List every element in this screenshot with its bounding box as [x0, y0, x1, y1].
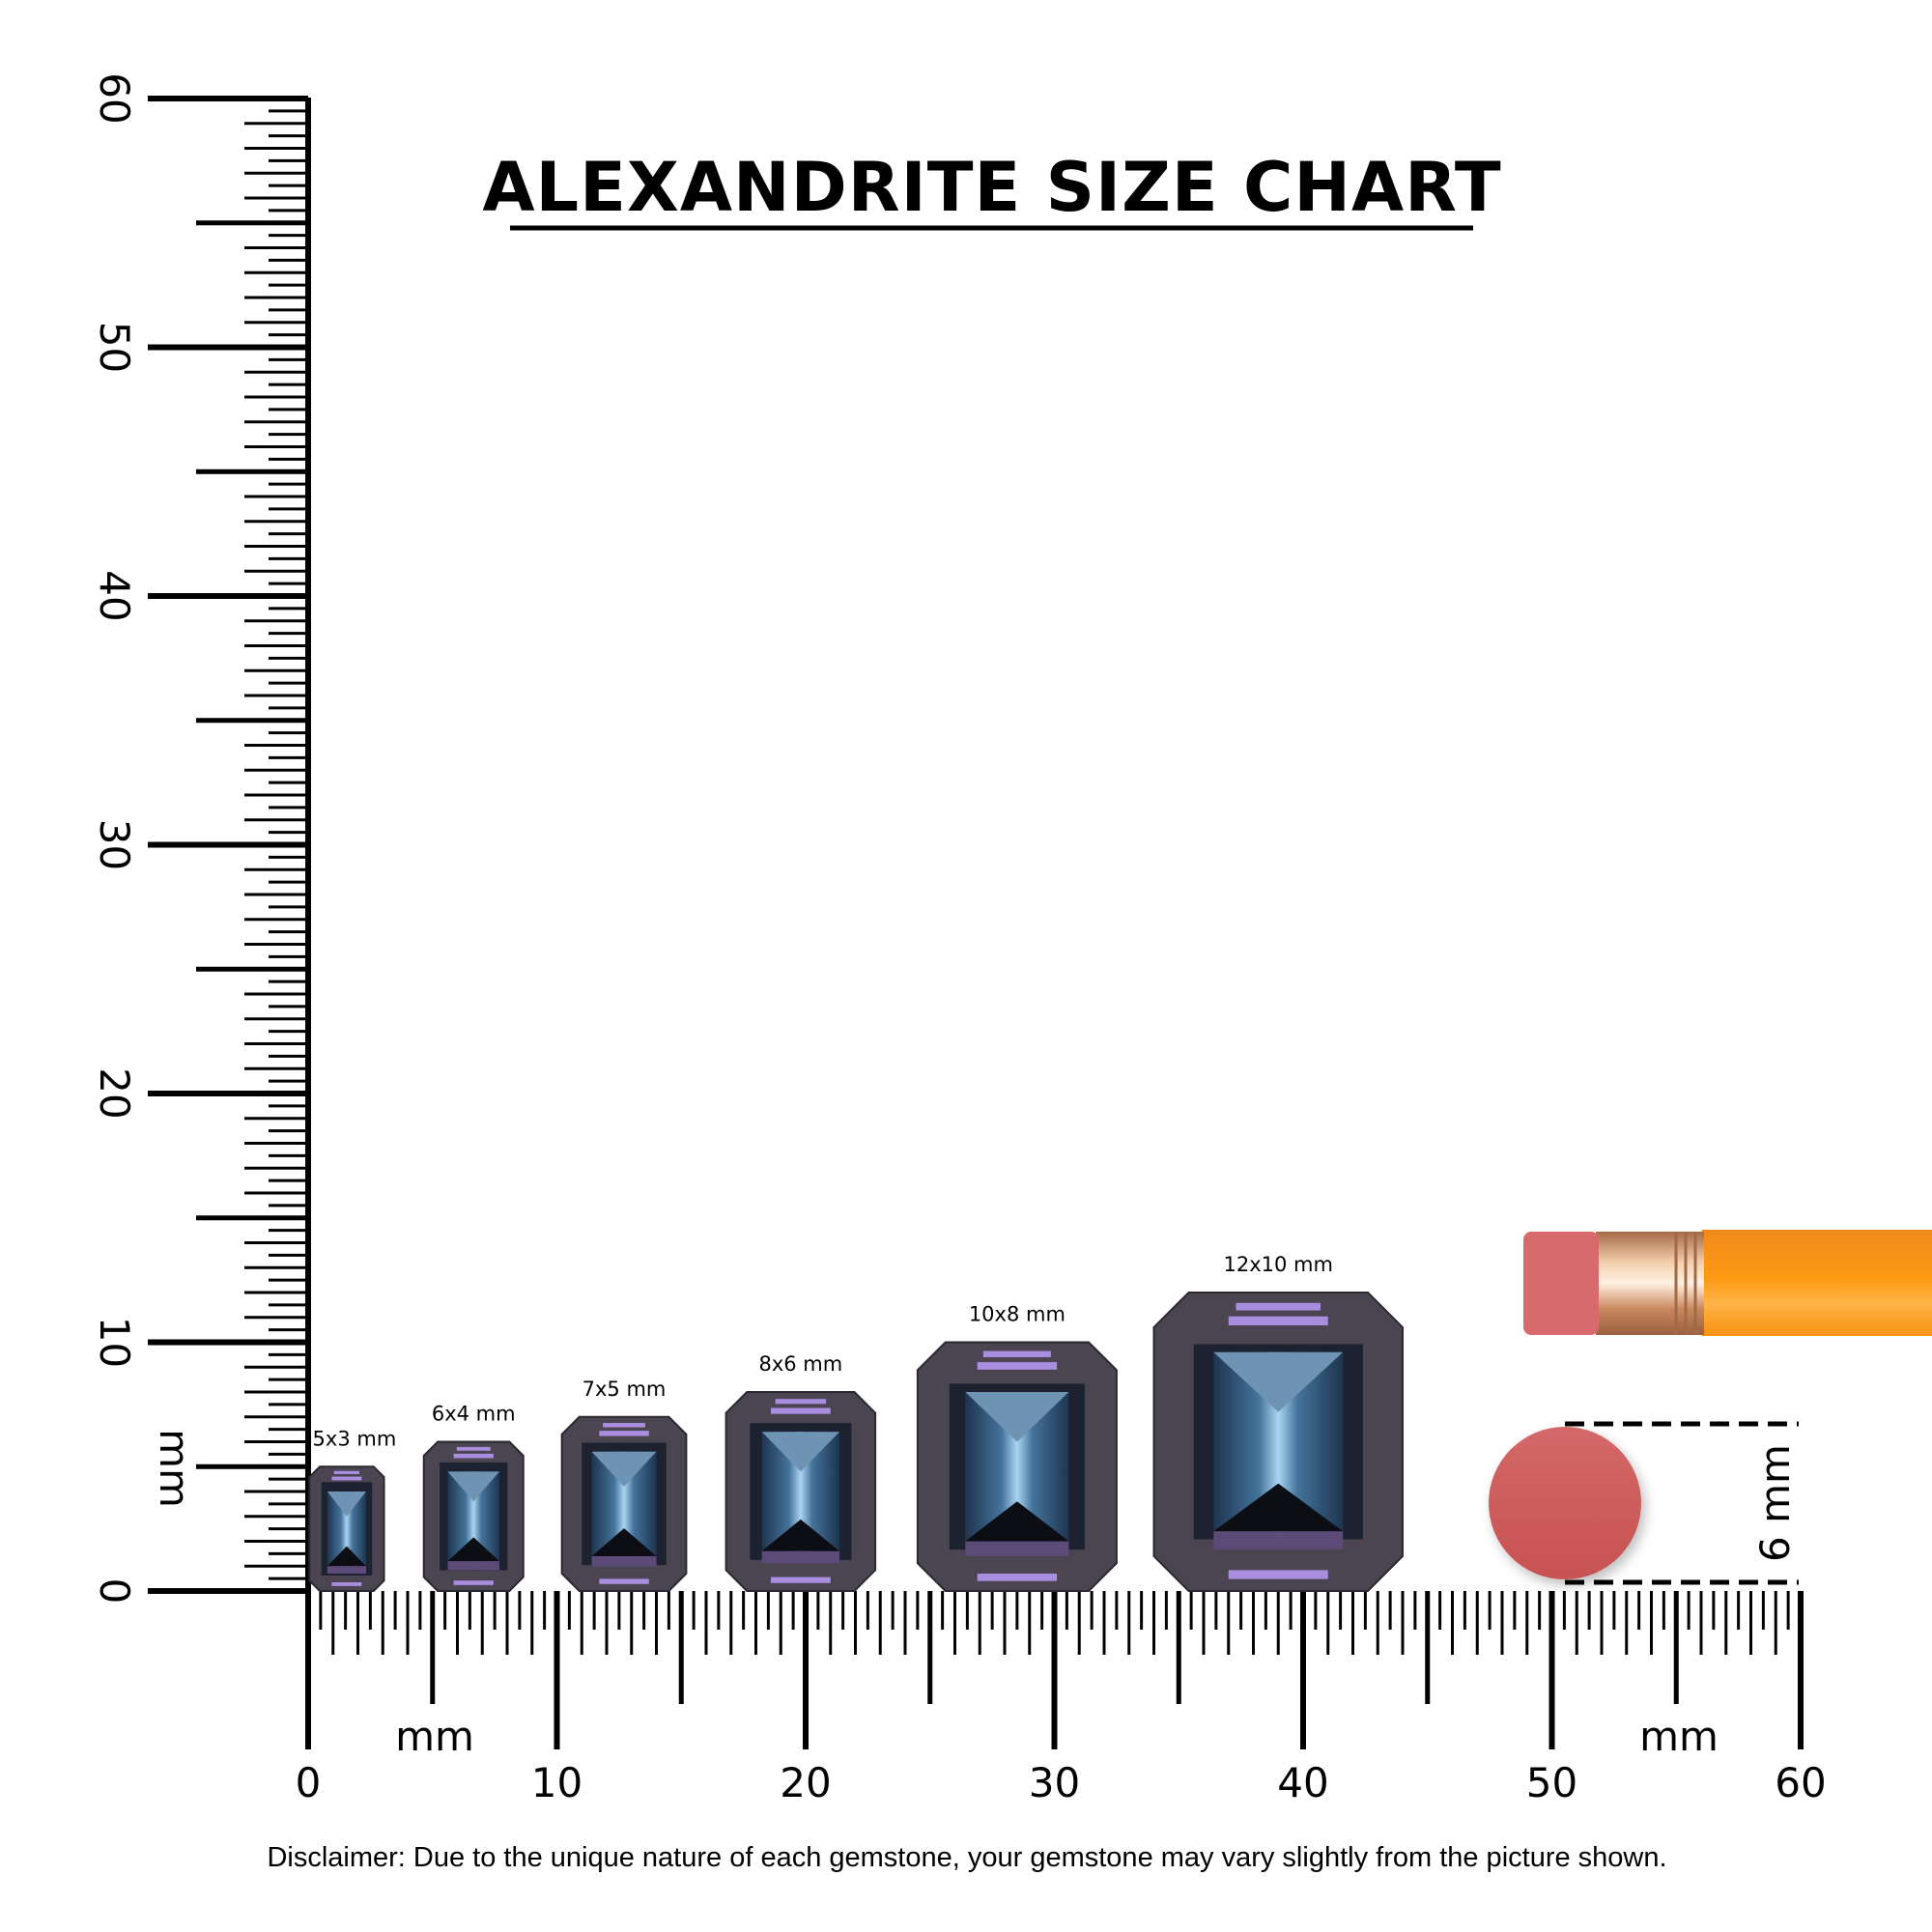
horizontal-unit-label-left: mm — [395, 1713, 474, 1760]
vertical-tick-label: 10 — [91, 1317, 138, 1368]
gem-group: 5x3 mm 6x4 mm 7x5 mm 8x6 mm 10x8 mm 12x10 mm — [308, 1253, 1404, 1592]
vertical-tick-label: 50 — [91, 322, 138, 373]
eraser-size-label: 6 mm — [1751, 1444, 1799, 1562]
horizontal-tick-label: 40 — [1277, 1759, 1328, 1806]
gem-10x8mm: 10x8 mm — [916, 1303, 1118, 1592]
horizontal-tick-label: 50 — [1526, 1759, 1577, 1806]
gem-5x3mm: 5x3 mm — [308, 1427, 397, 1592]
horizontal-tick-label: 60 — [1775, 1759, 1826, 1806]
horizontal-tick-label: 0 — [296, 1759, 322, 1806]
reference-objects: 6 mm — [1489, 1230, 1932, 1585]
eraser-circle — [1489, 1427, 1641, 1579]
vertical-tick-label: 40 — [91, 570, 138, 621]
gem-8x6mm: 8x6 mm — [724, 1352, 877, 1592]
horizontal-tick-label: 20 — [780, 1759, 831, 1806]
vertical-tick-label: 20 — [91, 1067, 138, 1119]
vertical-tick-label: 60 — [91, 72, 138, 124]
gem-size-label: 6x4 mm — [432, 1403, 516, 1426]
gem-size-label: 12x10 mm — [1224, 1253, 1333, 1276]
gem-12x10mm: 12x10 mm — [1152, 1253, 1404, 1592]
horizontal-tick-label: 30 — [1029, 1759, 1080, 1806]
horizontal-tick-label: 10 — [531, 1759, 582, 1806]
gem-size-label: 5x3 mm — [313, 1427, 397, 1450]
page-title: ALEXANDRITE SIZE CHART — [482, 148, 1501, 227]
pencil-image — [1523, 1230, 1932, 1336]
vertical-tick-label: 0 — [91, 1578, 138, 1605]
vertical-unit-label: mm — [151, 1429, 198, 1508]
vertical-tick-label: 30 — [91, 819, 138, 870]
gem-6x4mm: 6x4 mm — [422, 1403, 525, 1592]
gem-7x5mm: 7x5 mm — [560, 1378, 688, 1592]
horizontal-unit-label-right: mm — [1639, 1713, 1719, 1760]
gem-size-label: 7x5 mm — [582, 1378, 667, 1401]
gem-size-label: 10x8 mm — [969, 1303, 1065, 1326]
disclaimer: Disclaimer: Due to the unique nature of … — [267, 1842, 1666, 1873]
gem-size-label: 8x6 mm — [758, 1352, 842, 1376]
ruler-group: 0 10 20 30 40 50 60 0 10 20 30 40 50 60 — [91, 72, 1827, 1806]
